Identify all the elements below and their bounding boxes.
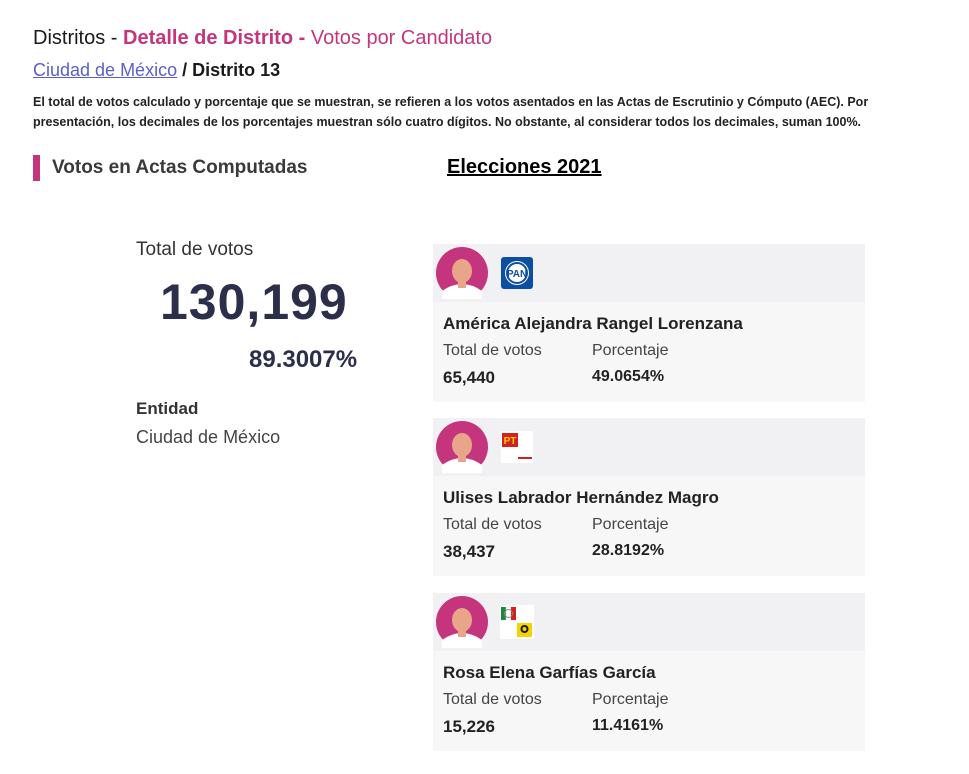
candidate-card: Rosa Elena Garfías García Total de votos… xyxy=(433,593,865,751)
total-votes-label: Total de votos xyxy=(136,239,254,260)
candidate-percentage-label: Porcentaje xyxy=(592,342,669,359)
total-votes-value: 130,199 xyxy=(160,274,348,330)
page-title: Distritos - Detalle de Distrito - Votos … xyxy=(33,27,492,50)
entity-value: Ciudad de México xyxy=(136,427,281,447)
title-separator-2: - xyxy=(293,27,311,49)
candidate-votes-label: Total de votos xyxy=(443,342,542,359)
candidate-card-header xyxy=(433,593,865,651)
breadcrumb: Ciudad de México / Distrito 13 xyxy=(33,60,280,81)
pri-prd-coalition-icon xyxy=(500,605,534,639)
total-percentage: 89.3007% xyxy=(249,346,358,373)
breadcrumb-current: Distrito 13 xyxy=(192,60,281,80)
candidate-votes-value: 65,440 xyxy=(443,368,495,387)
candidate-votes-label: Total de votos xyxy=(443,516,542,533)
elections-year-label: Elecciones 2021 xyxy=(447,156,602,178)
title-separator: - xyxy=(105,27,124,49)
candidate-votes-value: 15,226 xyxy=(443,717,495,736)
candidate-percentage-value: 49.0654% xyxy=(592,368,665,385)
candidate-avatar-icon xyxy=(436,421,488,473)
candidate-votes-label: Total de votos xyxy=(443,691,542,708)
candidate-card-header xyxy=(433,244,865,302)
candidate-percentage-value: 28.8192% xyxy=(592,542,665,559)
breadcrumb-separator: / xyxy=(177,60,193,80)
candidate-name: Rosa Elena Garfías García xyxy=(443,663,656,682)
candidate-name: América Alejandra Rangel Lorenzana xyxy=(443,314,743,333)
candidate-card-header xyxy=(433,418,865,476)
candidate-card: PT Ulises Labrador Hernández Magro Total… xyxy=(433,418,865,576)
candidate-avatar-icon xyxy=(436,596,488,648)
title-districts: Distritos xyxy=(33,27,106,49)
section-header: Votos en Actas Computadas xyxy=(33,155,308,181)
candidate-card: PAN América Alejandra Rangel Lorenzana T… xyxy=(433,244,865,402)
disclaimer-note: El total de votos calculado y porcentaje… xyxy=(33,95,869,129)
svg-text:PAN: PAN xyxy=(507,269,527,280)
breadcrumb-entity-link[interactable]: Ciudad de México xyxy=(33,60,178,80)
pt-logo-icon: PT xyxy=(501,431,533,463)
svg-text:PT: PT xyxy=(504,436,517,447)
candidate-percentage-label: Porcentaje xyxy=(592,516,669,533)
section-title: Votos en Actas Computadas xyxy=(52,157,308,178)
title-detail: Detalle de Distrito xyxy=(123,27,294,49)
candidate-votes-value: 38,437 xyxy=(443,542,495,561)
title-votes-by-candidate: Votos por Candidato xyxy=(310,27,493,49)
pan-logo-icon: PAN xyxy=(501,257,533,289)
candidate-percentage-value: 11.4161% xyxy=(592,717,664,734)
candidate-avatar-icon xyxy=(436,247,488,299)
candidate-name: Ulises Labrador Hernández Magro xyxy=(443,488,719,507)
section-accent-bar xyxy=(33,155,40,181)
candidate-percentage-label: Porcentaje xyxy=(592,691,669,708)
entity-label: Entidad xyxy=(136,399,199,418)
